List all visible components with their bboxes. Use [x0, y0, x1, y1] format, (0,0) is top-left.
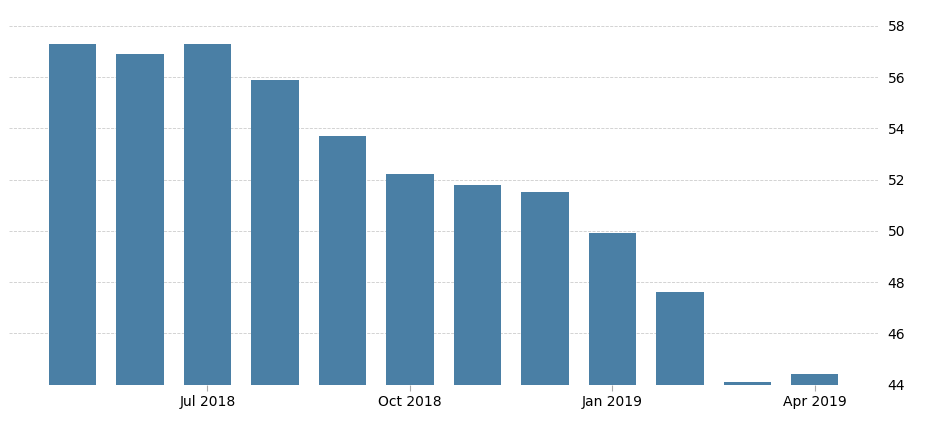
Bar: [252, 80, 299, 385]
Bar: [319, 136, 366, 385]
Bar: [116, 54, 163, 385]
Bar: [49, 44, 96, 385]
Bar: [656, 292, 703, 385]
Bar: [184, 44, 231, 385]
Bar: [521, 192, 568, 385]
Bar: [589, 233, 636, 385]
Bar: [454, 185, 501, 385]
Bar: [386, 174, 434, 385]
Bar: [724, 382, 771, 385]
Bar: [792, 375, 839, 385]
